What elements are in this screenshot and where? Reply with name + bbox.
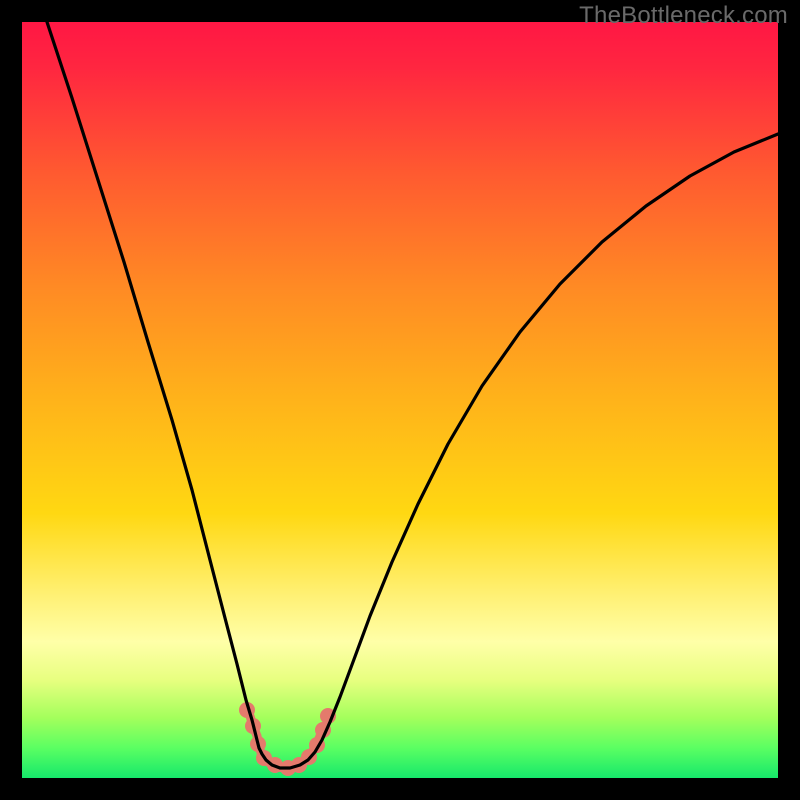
watermark-text: TheBottleneck.com (579, 2, 788, 30)
chart-svg (0, 0, 800, 800)
chart-background-gradient (22, 22, 778, 778)
